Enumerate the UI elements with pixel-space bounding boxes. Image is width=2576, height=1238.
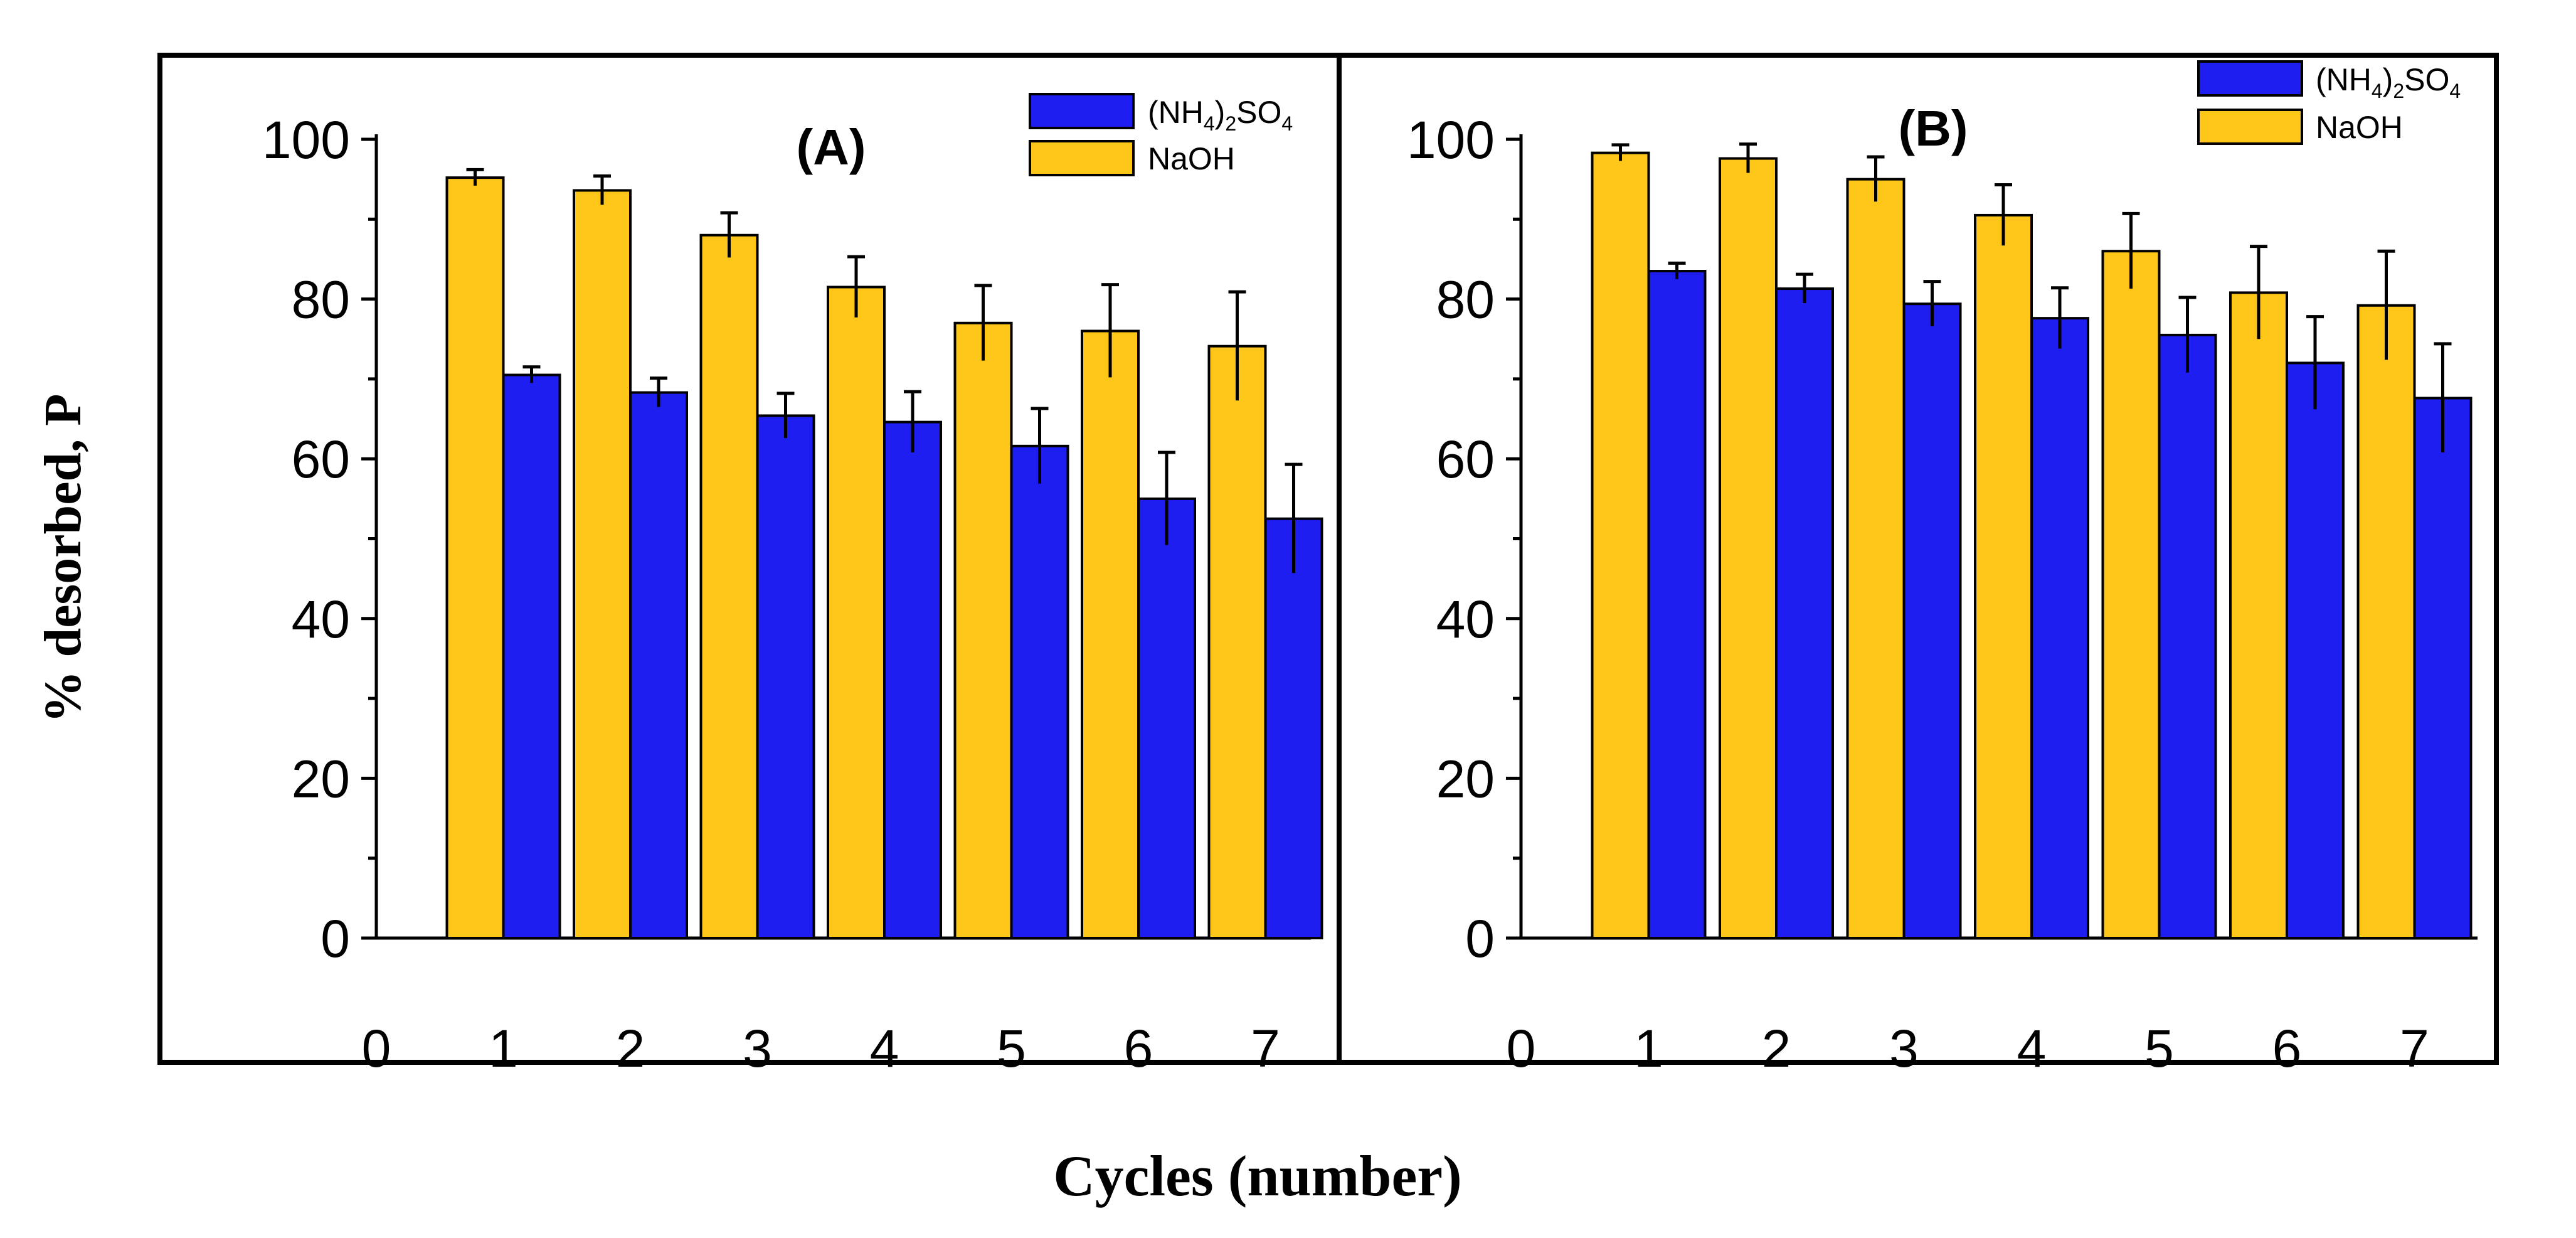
- panel-b-frame: [1337, 53, 2499, 1065]
- panel-b-x-tick-label: 7: [2400, 1019, 2429, 1078]
- legend-swatch-naoh: [1029, 140, 1135, 176]
- panel-a-x-tick-label: 2: [616, 1019, 645, 1078]
- panel-a-bar-naoh-cycle-2: [573, 189, 632, 939]
- panel-b-x-tick-label: 2: [1762, 1019, 1791, 1078]
- panel-a-bar-naoh-cycle-6: [1081, 329, 1140, 939]
- panel-a-x-tick-label: 6: [1124, 1019, 1153, 1078]
- panel-a-bar-ammonium-sulfate-cycle-1: [502, 373, 561, 939]
- panel-a-bar-ammonium-sulfate-cycle-5: [1010, 444, 1069, 939]
- panel-b-bars: [1591, 142, 2473, 940]
- panel-b-x-tick-label: 5: [2144, 1019, 2174, 1078]
- panel-b-bar-ammonium-sulfate-cycle-1: [1647, 270, 1707, 939]
- panel-b-bar-ammonium-sulfate-cycle-2: [1775, 287, 1834, 939]
- panel-b-bar-ammonium-sulfate-cycle-7: [2413, 397, 2473, 939]
- panel-a-x-tick-label: 3: [743, 1019, 772, 1078]
- panel-b-y-tick-label: 40: [1436, 590, 1495, 649]
- panel-a-chart: 0 20 40 60 80 100 0 1 2 3 4 5 6 7 (A) (NH4)2SO4 NaOH: [262, 93, 1323, 1078]
- legend-swatch-ammonium-sulfate: [1029, 93, 1135, 129]
- panel-a-y-tick-label: 60: [292, 430, 350, 489]
- panel-b-bar-naoh-cycle-1: [1591, 151, 1650, 940]
- panel-b-bar-ammonium-sulfate-cycle-5: [2158, 333, 2217, 939]
- panel-b-bar-naoh-cycle-4: [1974, 213, 2033, 939]
- panel-b-y-tick-label: 60: [1436, 430, 1495, 489]
- panel-b-bar-ammonium-sulfate-cycle-3: [1902, 302, 1962, 940]
- panel-b-x-tick-label: 3: [1889, 1019, 1919, 1078]
- panel-a-y-tick-label: 80: [292, 270, 350, 329]
- panel-b-y-tick-label: 80: [1436, 270, 1495, 329]
- panel-a-bar-ammonium-sulfate-cycle-6: [1137, 497, 1196, 939]
- panel-b-bar-naoh-cycle-2: [1719, 157, 1778, 939]
- panel-a-bar-ammonium-sulfate-cycle-2: [629, 391, 688, 939]
- panel-a-label: (A): [796, 119, 866, 175]
- panel-b-x-tick-label: 4: [2017, 1019, 2047, 1078]
- panel-b-bar-naoh-cycle-6: [2229, 291, 2288, 939]
- panel-b-x-tick-label: 0: [1507, 1019, 1536, 1078]
- panel-b-bar-naoh-cycle-3: [1846, 178, 1905, 939]
- panel-b-label: (B): [1898, 100, 1968, 156]
- panel-b-bar-ammonium-sulfate-cycle-4: [2030, 317, 2089, 940]
- panel-a-bar-ammonium-sulfate-cycle-3: [756, 414, 815, 939]
- panel-b-x-tick-label: 6: [2272, 1019, 2302, 1078]
- panel-b-chart: 0 20 40 60 80 100 0 1 2 3 4 5 6 7 (B) (NH4)2SO4 NaOH: [1407, 60, 2478, 1078]
- panel-a-x-tick-label: 7: [1251, 1019, 1280, 1078]
- panel-b-bar-naoh-cycle-5: [2101, 250, 2161, 940]
- panel-a-bar-naoh-cycle-4: [827, 285, 886, 939]
- panel-a-x-tick-label: 1: [489, 1019, 518, 1078]
- legend-label-ammonium-sulfate: (NH4)2SO4: [2316, 62, 2461, 102]
- panel-b-y-tick-label: 20: [1436, 749, 1495, 808]
- legend-label-naoh: NaOH: [2316, 110, 2403, 145]
- panel-a-y-tick-label: 40: [292, 590, 350, 649]
- panel-b-bar-naoh-cycle-7: [2356, 304, 2416, 939]
- panel-a-bar-naoh-cycle-1: [445, 176, 505, 939]
- panel-a-x-tick-label: 0: [362, 1019, 391, 1078]
- panel-a-y-tick-label: 100: [262, 110, 350, 169]
- panel-a-bar-naoh-cycle-3: [699, 233, 759, 939]
- panel-b-x-tick-label: 1: [1634, 1019, 1663, 1078]
- panel-a-bar-ammonium-sulfate-cycle-7: [1264, 517, 1323, 939]
- panel-a-bar-naoh-cycle-7: [1207, 344, 1267, 939]
- panel-b-y-tick-label: 100: [1407, 110, 1495, 169]
- panel-a-legend: (NH4)2SO4 NaOH: [1029, 93, 1293, 176]
- panel-a-x-tick-label: 4: [870, 1019, 899, 1078]
- panel-b-y-tick-label: 0: [1465, 909, 1495, 968]
- x-axis-label: Cycles (number): [1053, 1144, 1462, 1208]
- legend-label-naoh: NaOH: [1148, 141, 1235, 176]
- legend-swatch-naoh: [2197, 109, 2303, 145]
- panel-a-bar-naoh-cycle-5: [953, 321, 1013, 939]
- y-axis-label: % desorbed, P: [34, 394, 92, 723]
- panel-a-y-tick-label: 0: [321, 909, 350, 968]
- panel-b-legend: (NH4)2SO4 NaOH: [2197, 60, 2461, 145]
- panel-a-bar-ammonium-sulfate-cycle-4: [883, 420, 942, 939]
- panel-a-x-tick-label: 5: [997, 1019, 1026, 1078]
- panel-a-bars: [445, 168, 1323, 939]
- panel-a-y-tick-label: 20: [292, 749, 350, 808]
- legend-swatch-ammonium-sulfate: [2197, 60, 2303, 97]
- legend-label-ammonium-sulfate: (NH4)2SO4: [1148, 95, 1293, 135]
- panel-b-bar-ammonium-sulfate-cycle-6: [2286, 361, 2345, 939]
